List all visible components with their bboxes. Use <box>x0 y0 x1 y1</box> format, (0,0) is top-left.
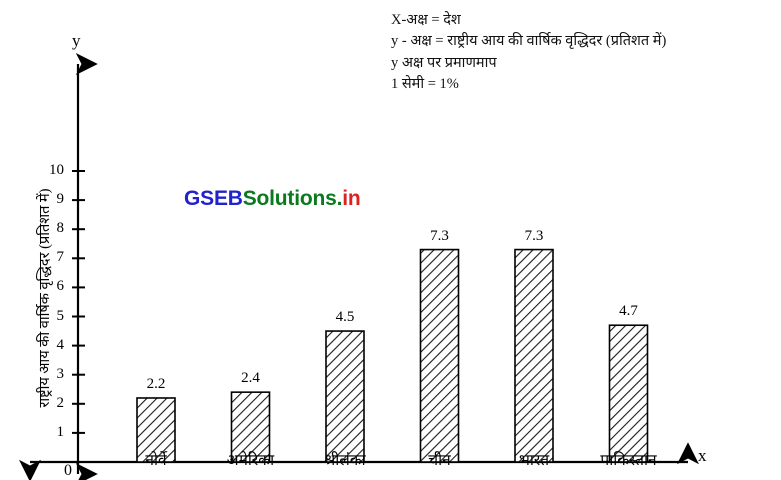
y-axis-letter: y <box>72 31 81 50</box>
bar[interactable] <box>230 391 271 463</box>
y-tick-label: 4 <box>56 336 65 353</box>
x-category-label: भारत <box>518 452 550 469</box>
y-tick-label: 8 <box>56 220 65 237</box>
y-tick-label: 7 <box>56 249 65 266</box>
note-line-y-axis: y - अक्ष = राष्ट्रीय आय की वार्षिक वृद्ध… <box>391 33 667 50</box>
y-tick-label: 6 <box>56 278 65 295</box>
bar[interactable] <box>419 248 460 463</box>
x-category-label: पाकिस्तान <box>600 452 657 469</box>
bar-value-label: 2.4 <box>241 370 260 387</box>
x-category-label: श्रीलंका <box>324 452 366 469</box>
bar[interactable] <box>136 397 176 463</box>
x-axis-letter: x <box>698 446 707 465</box>
y-tick-label: 1 <box>56 423 65 440</box>
axis-scale-note: X-अक्ष = देश y - अक्ष = राष्ट्रीय आय की … <box>391 10 776 95</box>
y-tick-label: 9 <box>56 191 65 208</box>
bars-layer <box>136 248 649 463</box>
x-category-label: अमेरिका <box>226 452 275 469</box>
bar[interactable] <box>514 248 554 463</box>
bar-value-label: 2.2 <box>146 375 166 392</box>
watermark: GSEBSolutions.in <box>184 187 361 211</box>
bar-value-label: 4.7 <box>619 303 638 320</box>
note-line-y-scale: y अक्ष पर प्रमाणमाप <box>391 54 497 71</box>
bar[interactable] <box>325 330 365 463</box>
watermark-part-2: Solutions. <box>242 187 343 210</box>
y-tick-label: 5 <box>56 307 65 324</box>
y-tick-label: 2 <box>56 394 65 411</box>
origin-label: 0 <box>64 462 72 479</box>
bar[interactable] <box>608 324 649 463</box>
watermark-part-3: in <box>342 187 361 210</box>
y-tick-label: 10 <box>49 162 64 178</box>
y-axis-ticks <box>72 170 85 434</box>
x-category-label: चीन <box>428 452 451 469</box>
y-tick-label: 3 <box>56 365 65 382</box>
bar-value-label: 7.3 <box>524 227 544 244</box>
bar-value-label: 4.5 <box>335 309 355 326</box>
bar-value-label: 7.3 <box>430 227 449 244</box>
note-line-scale-value: 1 सेमी = 1% <box>391 75 459 92</box>
watermark-part-1: GSEB <box>184 187 243 210</box>
note-line-x-axis: X-अक्ष = देश <box>391 12 461 28</box>
x-category-label: नोर्वे <box>145 452 167 469</box>
